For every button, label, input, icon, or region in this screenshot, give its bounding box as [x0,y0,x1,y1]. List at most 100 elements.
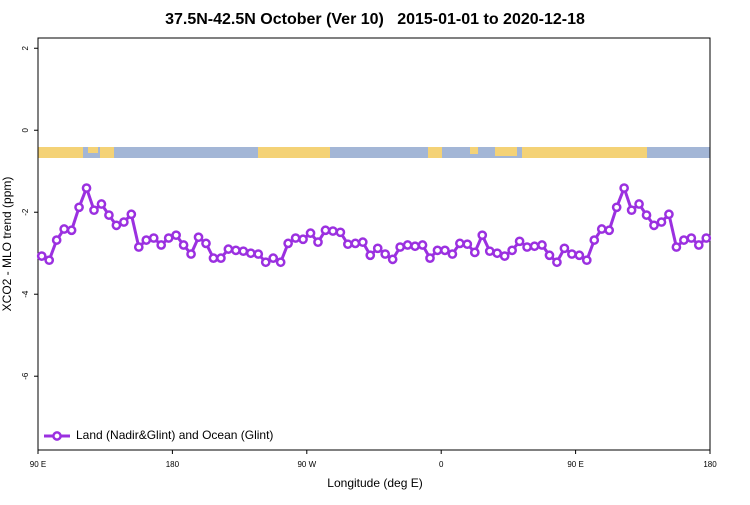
data-point [432,245,443,256]
data-point [290,233,301,243]
data-point [313,237,323,248]
data-point [133,242,144,252]
data-point [283,238,293,249]
data-point [51,235,62,245]
data-point [178,240,189,250]
x-tick-label: 90 W [297,460,316,469]
data-point [574,250,585,261]
data-point [96,199,107,209]
data-point [171,230,181,241]
data-point [537,240,547,250]
data-point [514,236,525,247]
data-point [245,248,256,259]
data-point [260,257,271,268]
data-point [626,205,637,216]
data-point [395,242,405,252]
data-point [111,220,122,231]
data-point [507,245,517,256]
data-point [417,240,428,250]
data-point [365,250,376,261]
data-point [305,228,316,238]
data-point [298,234,308,245]
data-point [469,247,480,258]
data-point [693,240,704,250]
data-point [156,240,167,250]
data-point [36,251,47,261]
data-point [186,249,196,259]
data-point [59,224,69,234]
chart-title: 37.5N-42.5N October (Ver 10) 2015-01-01 … [165,11,585,28]
data-point [529,241,540,252]
y-tick-label: -2 [21,208,30,216]
data-point [686,233,697,243]
data-point [581,255,592,266]
data-point [492,248,503,259]
data-point [328,226,338,236]
data-point [223,244,234,254]
data-point [193,232,204,243]
data-point [522,242,532,252]
land-ocean-strip [38,147,710,158]
data-point [462,239,473,250]
data-point [253,249,264,259]
plot-frame [37,37,711,451]
data-point [163,233,174,243]
data-point [350,238,361,249]
data-point [649,220,659,231]
data-point [567,249,577,259]
data-point [559,243,570,254]
data-point [268,253,279,263]
data-point [604,225,615,236]
x-tick-label: 180 [703,460,717,469]
data-point [552,257,562,268]
data-point [701,233,712,243]
data-point [634,199,644,209]
data-point [231,245,241,256]
data-point [201,238,211,249]
legend-label: Land (Nadir&Glint) and Ocean (Glint) [76,428,273,442]
data-point [589,235,600,245]
data-point [89,205,99,216]
y-tick-label: -4 [21,290,30,298]
data-point [66,225,77,236]
data-point [402,240,413,250]
data-point [372,243,383,254]
data-point [74,202,84,213]
data-point [343,239,353,250]
data-point [141,235,152,245]
data-point [425,253,435,263]
data-point [484,246,495,257]
x-tick-label: 180 [166,460,180,469]
y-tick-label: 0 [21,127,30,132]
data-point [126,209,137,220]
x-tick-label: 90 E [567,460,583,469]
data-point [44,255,55,266]
data-point [119,217,129,227]
data-point [81,183,92,193]
data-point [238,246,249,257]
data-point [335,227,346,238]
data-point [380,249,391,259]
data-point [447,249,458,259]
x-tick-label: 90 E [30,460,46,469]
data-point [275,257,286,268]
data-point [499,251,510,261]
x-axis-label: Longitude (deg E) [327,476,422,490]
data-point [477,230,488,241]
data-point [596,224,607,234]
data-point [410,241,420,252]
y-axis-label: XCO2 - MLO trend (ppm) [0,177,14,312]
data-point [544,250,555,261]
data-point [148,233,159,243]
data-point [455,238,465,249]
data-point [320,225,331,236]
y-tick-label: 2 [21,45,30,50]
data-point [619,183,629,193]
data-point [216,253,226,263]
data-point [664,209,674,220]
x-tick-label: 0 [439,460,444,469]
data-point [679,235,689,245]
data-point [611,202,622,213]
data-point [440,245,450,256]
